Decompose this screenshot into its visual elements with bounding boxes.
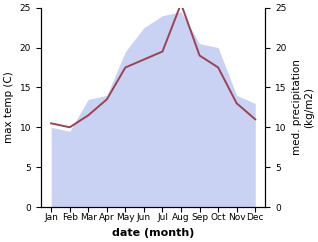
Y-axis label: med. precipitation
(kg/m2): med. precipitation (kg/m2) — [292, 59, 314, 155]
X-axis label: date (month): date (month) — [112, 228, 194, 238]
Y-axis label: max temp (C): max temp (C) — [4, 71, 14, 143]
